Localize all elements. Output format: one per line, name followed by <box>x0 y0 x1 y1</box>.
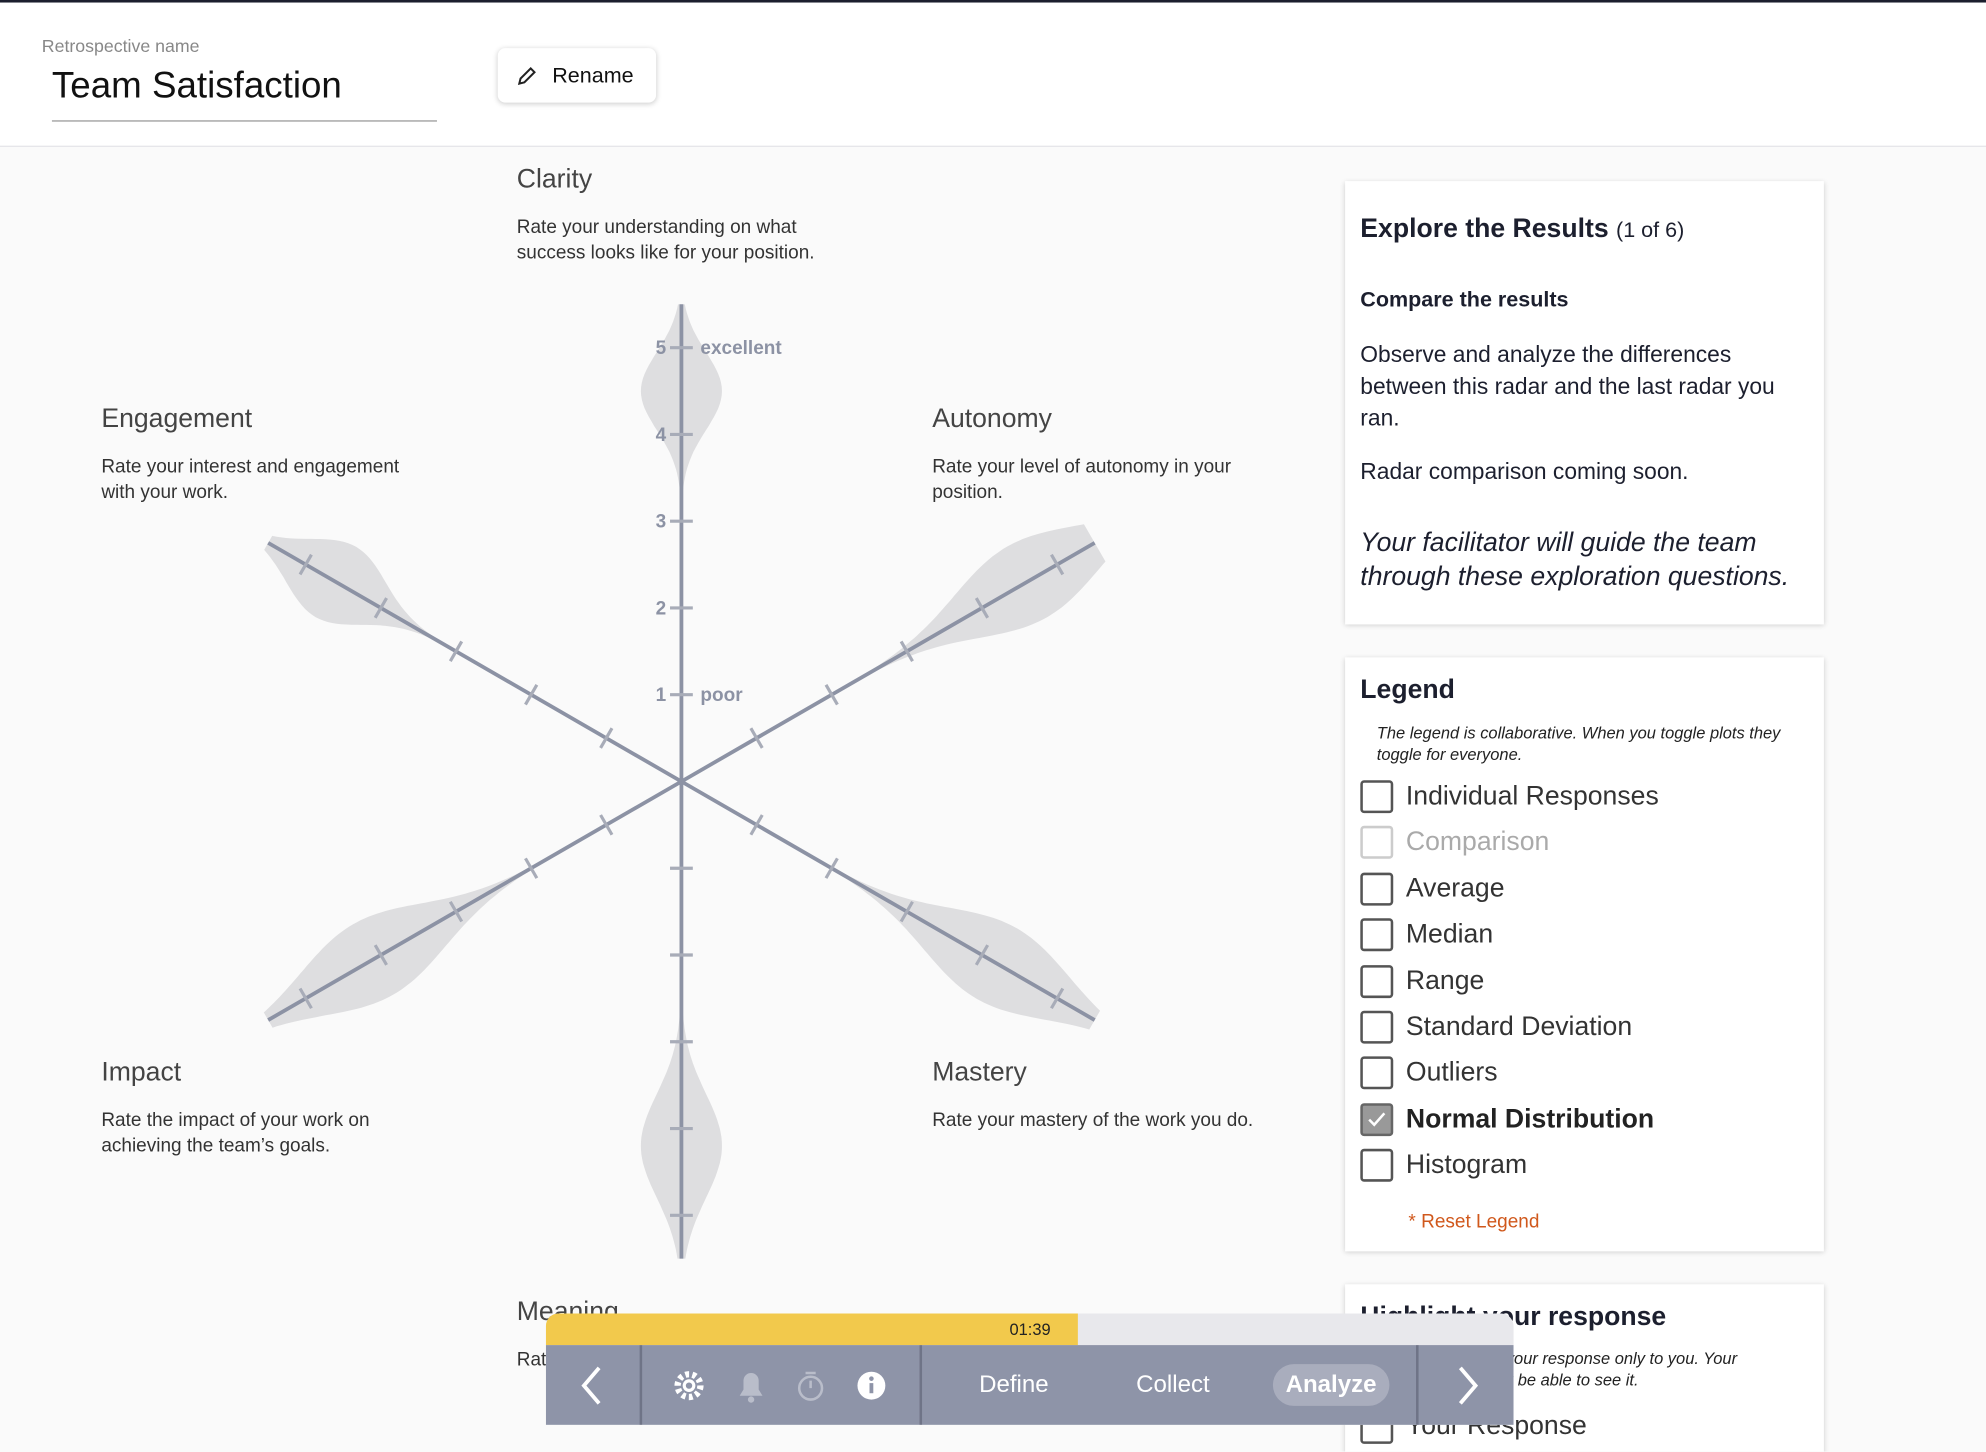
header: Retrospective name Team Satisfaction Ren… <box>0 0 1986 147</box>
legend-title: Legend <box>1360 675 1455 705</box>
toolbar-bar: Define Collect Analyze <box>545 1345 1514 1425</box>
axis-line <box>680 779 1096 1022</box>
normal-distribution <box>264 535 682 782</box>
tick-label: 5 <box>656 338 667 359</box>
tick-mark <box>599 727 614 749</box>
tick-label: 3 <box>656 512 667 533</box>
dimension-title: Autonomy <box>932 404 1052 434</box>
legend-note: The legend is collaborative. When you to… <box>1376 723 1781 764</box>
axis-line <box>680 541 1096 784</box>
dimension-description: Rate your understanding on what success … <box>516 216 815 264</box>
step-tab[interactable]: Analyze <box>1272 1364 1390 1406</box>
normal-distribution <box>681 781 1101 1030</box>
legend-item[interactable]: Average <box>1405 873 1505 903</box>
next-button[interactable] <box>1458 1366 1479 1405</box>
tick-mark <box>1050 987 1065 1010</box>
legend-item[interactable]: Individual Responses <box>1405 781 1659 811</box>
timer: 01:39 <box>1009 1319 1051 1339</box>
rename-button[interactable]: Rename <box>497 48 657 103</box>
checkbox[interactable] <box>1360 780 1394 814</box>
dimension-description: Rate your mastery of the work you do. <box>932 1109 1254 1132</box>
facilitator-note: Your facilitator will guide the team thr… <box>1360 528 1790 592</box>
field-label: Retrospective name <box>41 35 200 56</box>
tick-label: 4 <box>656 425 667 446</box>
toolbar-icons <box>581 1345 1479 1425</box>
dimension-title: Impact <box>101 1057 182 1087</box>
explore-card: Explore the Results (1 of 6) Compare the… <box>1345 181 1824 625</box>
poor-label: poor <box>700 685 743 706</box>
checkbox[interactable] <box>1360 1102 1394 1136</box>
bell-icon[interactable] <box>739 1372 763 1396</box>
normal-distribution <box>640 304 722 782</box>
checkbox[interactable] <box>1360 918 1394 952</box>
dimension-description: Rate your interest and engagement with y… <box>101 455 400 503</box>
step-tab[interactable]: Define <box>979 1371 1049 1399</box>
excellent-label: excellent <box>700 338 782 359</box>
normal-distribution <box>681 524 1106 782</box>
tick-mark <box>298 553 313 576</box>
explore-body: Observe and analyze the differences betw… <box>1360 341 1775 431</box>
explore-note: Radar comparison coming soon. <box>1360 458 1689 484</box>
legend-item: Comparison <box>1405 827 1550 857</box>
tick-mark <box>824 684 839 706</box>
retro-name[interactable]: Team Satisfaction <box>51 66 437 122</box>
legend-item[interactable]: Histogram <box>1405 1150 1528 1180</box>
tick-mark <box>448 900 464 923</box>
step-tab[interactable]: Collect <box>1136 1371 1210 1399</box>
legend-item[interactable]: Outliers <box>1405 1058 1498 1088</box>
legend-item[interactable]: Standard Deviation <box>1405 1011 1633 1042</box>
tick-label: 1 <box>656 685 667 706</box>
tick-mark <box>524 857 539 879</box>
dimension-description: Rate the impact of your work on achievin… <box>101 1109 370 1157</box>
check-mark <box>1368 1112 1386 1127</box>
dimension-title: Engagement <box>101 404 253 434</box>
axis-line <box>267 541 683 784</box>
dimension-description: Rate your level of autonomy in your posi… <box>932 455 1232 503</box>
tick-mark <box>749 727 764 749</box>
explore-title: Explore the Results <box>1360 214 1609 244</box>
tick-mark <box>373 944 388 966</box>
checkbox[interactable] <box>1360 1149 1394 1182</box>
tick-mark <box>974 944 990 966</box>
tick-label: 2 <box>656 598 667 619</box>
explore-subtitle: Compare the results <box>1360 287 1569 312</box>
back-button[interactable] <box>581 1366 601 1405</box>
tick-mark <box>824 857 839 879</box>
toolbar: 01:39 Define Collect Analyze <box>545 1313 1514 1425</box>
tick-mark <box>298 987 313 1010</box>
legend-item[interactable]: Median <box>1405 919 1494 949</box>
tick-mark <box>1050 553 1065 576</box>
checkbox[interactable] <box>1360 964 1394 998</box>
axis-line <box>267 779 683 1022</box>
legend-card: Legend The legend is collaborative. When… <box>1345 657 1824 1252</box>
checkbox[interactable] <box>1360 872 1394 906</box>
legend-item[interactable]: Range <box>1405 965 1485 996</box>
tick-mark <box>749 814 764 836</box>
tick-mark <box>974 597 990 619</box>
dimension-title: Mastery <box>932 1057 1027 1087</box>
checkbox[interactable] <box>1360 1010 1394 1044</box>
rename-label: Rename <box>552 63 634 88</box>
checkbox <box>1360 826 1394 860</box>
settings-icon[interactable] <box>674 1371 704 1401</box>
timer-progress <box>545 1313 1079 1346</box>
tick-mark <box>899 900 914 923</box>
reset-legend[interactable]: * Reset Legend <box>1408 1210 1540 1233</box>
tick-mark <box>899 640 914 663</box>
tick-mark <box>448 640 464 663</box>
dimension-title: Clarity <box>516 164 593 194</box>
stopwatch-icon[interactable] <box>797 1375 824 1401</box>
legend-item[interactable]: Normal Distribution <box>1405 1104 1655 1134</box>
normal-distribution <box>263 781 682 1028</box>
explore-step: (1 of 6) <box>1616 217 1685 242</box>
tick-mark <box>373 597 388 619</box>
tick-mark <box>599 814 614 836</box>
checkbox[interactable] <box>1360 1056 1394 1090</box>
tick-mark <box>524 684 539 706</box>
pencil-icon <box>517 66 536 85</box>
